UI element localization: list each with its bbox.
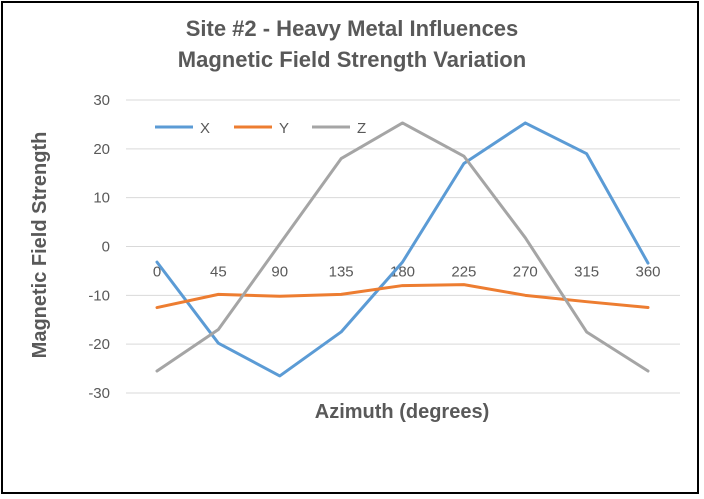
chart-frame	[1, 1, 699, 494]
x-axis-title: Azimuth (degrees)	[315, 401, 489, 423]
y-tick-label: -10	[88, 287, 110, 304]
series-line-y	[155, 283, 650, 310]
legend-label-z: Z	[357, 120, 366, 137]
x-tick-label: 315	[574, 264, 599, 281]
y-tick-label: 30	[93, 92, 110, 109]
series-line-z	[155, 121, 650, 373]
y-tick-label: -30	[88, 385, 110, 402]
x-tick-label: 360	[635, 264, 660, 281]
chart-title: Site #2 - Heavy Metal Influences	[185, 16, 519, 41]
y-tick-label: -20	[88, 336, 110, 353]
legend-label-x: X	[200, 120, 210, 137]
gridlines	[126, 99, 680, 394]
y-tick-label: 10	[93, 190, 110, 207]
x-tick-label: 90	[271, 264, 288, 281]
y-tick-label: 20	[93, 141, 110, 158]
y-tick-label: 0	[102, 239, 110, 256]
legend-label-y: Y	[279, 120, 289, 137]
y-axis-ticks: -30 -20 -10 0 10 20 30	[88, 92, 110, 402]
x-tick-label: 45	[210, 264, 227, 281]
chart-subtitle: Magnetic Field Strength Variation	[177, 47, 527, 72]
x-tick-label: 270	[513, 264, 538, 281]
series-line-x	[155, 121, 650, 378]
y-axis-title: Magnetic Field Strength	[29, 132, 51, 359]
legend: X Y Z	[155, 120, 366, 137]
x-axis-ticks: 0 45 90 135 180 225 270 315 360	[153, 264, 661, 281]
series-lines	[155, 121, 650, 378]
x-tick-label: 225	[451, 264, 476, 281]
x-tick-label: 135	[329, 264, 354, 281]
x-tick-label: 0	[153, 264, 161, 281]
